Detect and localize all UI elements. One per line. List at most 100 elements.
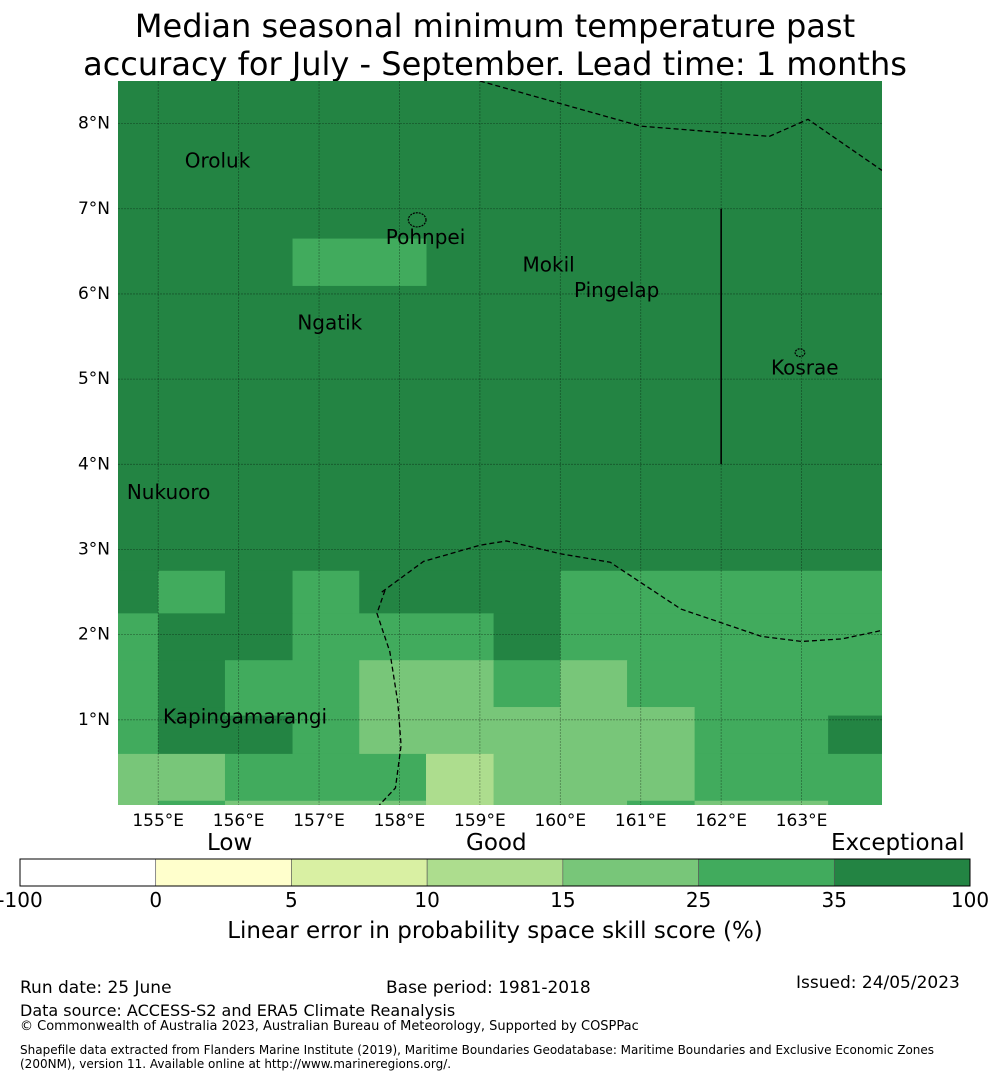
lon-tick-label: 155°E <box>132 811 184 831</box>
colorbar-swatch <box>291 858 428 887</box>
skill-cell <box>118 613 159 661</box>
skill-cell <box>359 715 696 755</box>
shapefile-credit-line-2: (200NM), version 11. Available online at… <box>20 1057 452 1071</box>
lat-tick-label: 7°N <box>78 199 110 219</box>
map-title-line-2: accuracy for July - September. Lead time… <box>83 45 907 83</box>
skill-cell <box>426 800 495 805</box>
lon-tick-label: 157°E <box>293 811 345 831</box>
place-label-kapingamarangi: Kapingamarangi <box>163 705 327 729</box>
skill-cell <box>118 81 882 572</box>
skill-cell <box>224 660 360 708</box>
lat-tick-label: 6°N <box>78 284 110 304</box>
lat-tick-label: 8°N <box>78 114 110 134</box>
lon-tick-label: 156°E <box>213 811 265 831</box>
place-label-pohnpei: Pohnpei <box>386 225 466 249</box>
skill-cell <box>694 753 882 802</box>
skill-cell <box>118 660 159 708</box>
colorbar-swatch <box>698 858 835 887</box>
colorbar-swatch <box>155 858 292 887</box>
skill-cell <box>158 660 226 708</box>
skill-cell <box>426 753 495 802</box>
colorbar-category-exceptional: Exceptional <box>831 830 965 856</box>
colorbar-tick-label: 0 <box>149 888 163 912</box>
skill-cell <box>694 800 829 805</box>
skill-cell <box>292 570 360 614</box>
base-period: Base period: 1981-2018 <box>386 978 591 998</box>
skill-cell <box>118 800 159 805</box>
skill-cell <box>118 570 159 614</box>
longitude-tick-labels: 155°E 156°E 157°E 158°E 159°E 160°E 161°E 162°E… <box>132 811 827 831</box>
skill-cell <box>359 707 696 717</box>
skill-cell <box>359 570 561 614</box>
skill-cell <box>224 753 427 802</box>
skill-cell <box>560 660 628 708</box>
skill-cell <box>493 613 561 661</box>
skill-cell <box>828 800 882 805</box>
place-label-nukuoro: Nukuoro <box>127 480 211 504</box>
colorbar-tick-label: 35 <box>821 888 848 912</box>
colorbar-tick-label: -100 <box>0 888 43 912</box>
colorbar-swatch <box>833 858 971 887</box>
place-label-oroluk: Oroluk <box>185 148 251 172</box>
map-title-line-1: Median seasonal minimum temperature past <box>134 7 856 45</box>
colorbar-title: Linear error in probability space skill … <box>227 918 763 944</box>
skill-cell <box>224 800 427 805</box>
latitude-tick-labels: 1°N 2°N 3°N 4°N 5°N 6°N 7°N 8°N <box>78 114 110 730</box>
skill-cell <box>158 715 294 755</box>
skill-cell <box>694 715 829 755</box>
skill-cell <box>158 570 226 614</box>
skill-cell <box>158 613 294 661</box>
lon-tick-label: 159°E <box>454 811 506 831</box>
place-label-pingelap: Pingelap <box>574 278 659 302</box>
eez-boundaries <box>376 81 882 805</box>
eez-boundary-line <box>381 540 882 643</box>
skill-cell <box>224 707 360 717</box>
lon-tick-label: 162°E <box>695 811 747 831</box>
skill-cell <box>118 753 226 802</box>
colorbar-tick-label: 25 <box>685 888 712 912</box>
eez-boundary-line <box>376 590 402 805</box>
lat-tick-label: 4°N <box>78 454 110 474</box>
colorbar-tick-label: 100 <box>950 888 990 912</box>
colorbar-tick-label: 5 <box>285 888 298 912</box>
copyright: © Commonwealth of Australia 2023, Austra… <box>20 1019 639 1034</box>
skill-cell <box>560 613 882 661</box>
lat-tick-label: 1°N <box>78 710 110 730</box>
colorbar-tick-label: 15 <box>550 888 576 912</box>
skill-cell <box>118 707 159 717</box>
pohnpei-island <box>407 212 427 228</box>
shapefile-credit-line-1: Shapefile data extracted from Flanders M… <box>20 1043 935 1057</box>
skill-cell <box>493 753 696 802</box>
lat-tick-label: 2°N <box>78 625 110 645</box>
colorbar <box>19 858 971 887</box>
colorbar-category-good: Good <box>466 830 527 856</box>
colorbar-category-low: Low <box>207 830 253 856</box>
skill-cell <box>493 800 628 805</box>
skill-cell <box>694 707 882 717</box>
skill-cell <box>627 660 882 708</box>
lon-tick-label: 161°E <box>615 811 667 831</box>
lat-tick-label: 3°N <box>78 539 110 559</box>
lon-tick-label: 163°E <box>776 811 828 831</box>
skill-cell <box>292 715 360 755</box>
issued-date: Issued: 24/05/2023 <box>796 973 960 993</box>
skill-cell <box>627 800 696 805</box>
kosrae-island <box>794 348 806 358</box>
skill-cell <box>359 660 495 708</box>
run-date: Run date: 25 June <box>20 978 172 998</box>
skill-cell <box>493 660 561 708</box>
skill-cell <box>118 715 159 755</box>
place-label-kosrae: Kosrae <box>771 355 839 379</box>
place-label-mokil: Mokil <box>523 252 575 276</box>
colorbar-swatch <box>562 858 699 887</box>
colorbar-swatch <box>19 858 157 887</box>
islands <box>407 212 806 358</box>
lon-tick-label: 160°E <box>534 811 586 831</box>
lat-tick-label: 5°N <box>78 369 110 389</box>
skill-cell <box>158 800 226 805</box>
skill-cell <box>224 570 294 614</box>
colorbar-tick-label: 10 <box>414 888 440 912</box>
skill-cell <box>292 238 427 286</box>
